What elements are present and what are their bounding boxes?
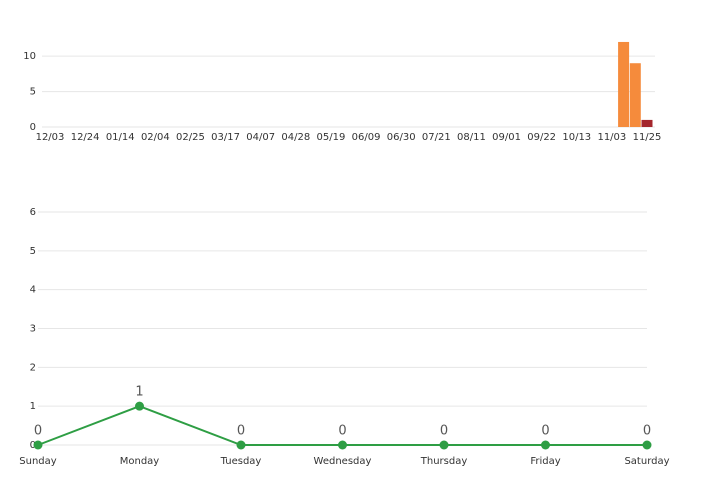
x-tick-label: 06/09 xyxy=(352,132,381,143)
x-tick-label: 09/01 xyxy=(492,132,521,143)
data-label: 1 xyxy=(135,385,143,400)
x-tick-label: 02/25 xyxy=(176,132,205,143)
x-tick-label: Sunday xyxy=(19,456,56,467)
x-tick-label: Thursday xyxy=(420,456,468,467)
x-tick-label: Tuesday xyxy=(220,456,262,467)
point xyxy=(33,440,43,450)
x-tick-label: 08/11 xyxy=(457,132,486,143)
data-label: 0 xyxy=(338,424,346,439)
y-tick-label: 1 xyxy=(30,401,36,412)
x-tick-label: 12/24 xyxy=(71,132,100,143)
point xyxy=(135,401,144,411)
data-label: 0 xyxy=(541,424,549,439)
x-tick-label: 09/22 xyxy=(527,132,556,143)
x-tick-label: 11/25 xyxy=(633,132,662,143)
x-tick-label: 04/28 xyxy=(281,132,310,143)
bar xyxy=(618,41,630,127)
y-tick-label: 0 xyxy=(30,122,36,133)
x-tick-label: 10/13 xyxy=(562,132,591,143)
y-tick-label: 5 xyxy=(30,246,36,257)
y-tick-label: 2 xyxy=(30,362,36,373)
x-tick-label: 06/30 xyxy=(387,132,416,143)
x-tick-label: 03/17 xyxy=(211,132,240,143)
y-tick-label: 5 xyxy=(30,87,36,98)
data-label: 0 xyxy=(34,424,42,439)
x-tick-label: 01/14 xyxy=(106,132,135,143)
y-tick-label: 0 xyxy=(30,440,36,451)
y-tick-label: 3 xyxy=(30,324,36,335)
bar xyxy=(641,119,653,127)
data-label: 0 xyxy=(237,424,245,439)
bar xyxy=(629,63,641,127)
x-tick-label: 05/19 xyxy=(317,132,346,143)
y-tick-label: 4 xyxy=(30,285,36,296)
x-tick-label: 11/03 xyxy=(597,132,626,143)
point xyxy=(338,440,347,450)
point xyxy=(541,440,550,450)
x-tick-label: 04/07 xyxy=(246,132,275,143)
x-tick-label: Saturday xyxy=(624,456,669,467)
data-label: 0 xyxy=(440,424,448,439)
x-tick-label: 02/04 xyxy=(141,132,170,143)
point xyxy=(236,440,246,450)
point xyxy=(642,440,652,450)
y-tick-label: 6 xyxy=(30,207,36,218)
x-tick-label: 12/03 xyxy=(36,132,65,143)
x-tick-label: Monday xyxy=(120,456,160,467)
x-tick-label: 07/21 xyxy=(422,132,451,143)
y-tick-label: 10 xyxy=(23,51,36,62)
x-tick-label: Wednesday xyxy=(314,456,372,467)
data-label: 0 xyxy=(643,424,651,439)
point xyxy=(439,440,449,450)
x-tick-label: Friday xyxy=(530,456,560,467)
